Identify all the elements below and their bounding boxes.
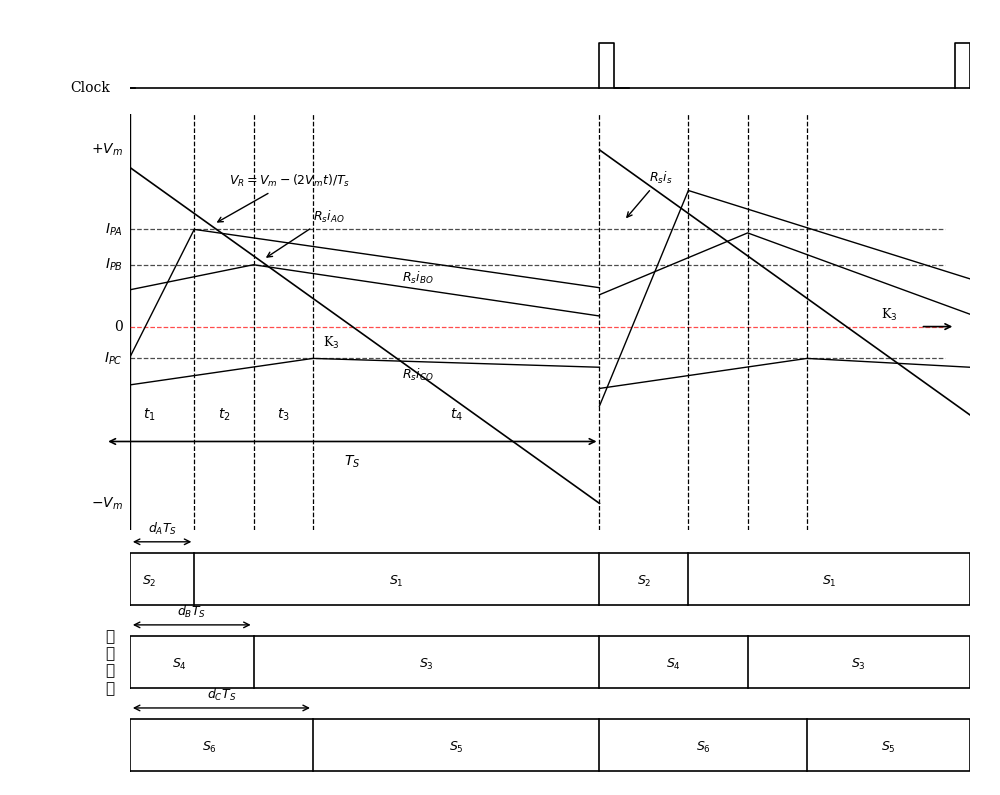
- Text: $I_{PB}$: $I_{PB}$: [105, 257, 123, 273]
- Text: $t_2$: $t_2$: [218, 407, 230, 423]
- Text: 0: 0: [114, 320, 123, 334]
- Text: $S_6$: $S_6$: [696, 740, 711, 755]
- Text: $R_si_{AO}$: $R_si_{AO}$: [267, 208, 344, 257]
- Text: $S_4$: $S_4$: [666, 657, 681, 673]
- Text: $R_si_{BO}$: $R_si_{BO}$: [402, 270, 433, 286]
- Text: $-V_m$: $-V_m$: [91, 495, 123, 511]
- Text: $S_1$: $S_1$: [822, 574, 837, 589]
- Text: $V_R=V_m-(2V_mt)/T_s$: $V_R=V_m-(2V_mt)/T_s$: [218, 173, 350, 222]
- Text: $S_4$: $S_4$: [172, 657, 187, 673]
- Text: $S_2$: $S_2$: [142, 574, 157, 589]
- Text: $+V_m$: $+V_m$: [91, 142, 123, 158]
- Text: $I_{PC}$: $I_{PC}$: [104, 351, 123, 366]
- Text: $S_6$: $S_6$: [202, 740, 217, 755]
- Text: $S_3$: $S_3$: [851, 657, 866, 673]
- Text: Clock: Clock: [70, 81, 110, 95]
- Text: $d_BT_S$: $d_BT_S$: [177, 603, 206, 619]
- Text: $S_5$: $S_5$: [449, 740, 463, 755]
- Text: $I_{PA}$: $I_{PA}$: [105, 221, 123, 238]
- Text: $R_si_s$: $R_si_s$: [627, 169, 672, 217]
- Text: $T_S$: $T_S$: [344, 454, 361, 471]
- Text: $t_1$: $t_1$: [143, 407, 156, 423]
- Text: $S_5$: $S_5$: [881, 740, 896, 755]
- Text: $S_3$: $S_3$: [419, 657, 434, 673]
- Text: $t_4$: $t_4$: [450, 407, 463, 423]
- Text: $d_AT_S$: $d_AT_S$: [148, 521, 177, 537]
- Text: 开
关
信
号: 开 关 信 号: [106, 629, 115, 696]
- Text: $R_si_{CO}$: $R_si_{CO}$: [402, 367, 433, 383]
- Text: $t_3$: $t_3$: [277, 407, 290, 423]
- Text: K$_3$: K$_3$: [881, 307, 897, 323]
- Text: $S_1$: $S_1$: [389, 574, 404, 589]
- Text: $S_2$: $S_2$: [637, 574, 651, 589]
- Text: $d_CT_S$: $d_CT_S$: [207, 687, 236, 703]
- Text: K$_3$: K$_3$: [323, 335, 339, 351]
